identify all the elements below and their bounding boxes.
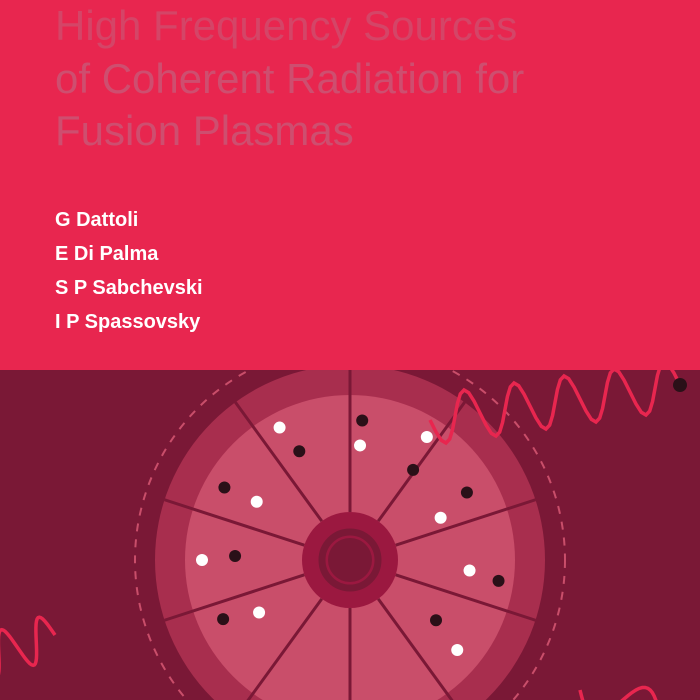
title-line-2: of Coherent Radiation for <box>55 53 645 106</box>
title-line-1: High Frequency Sources <box>55 0 645 53</box>
title-line-3: Fusion Plasmas <box>55 105 645 158</box>
author-1: G Dattoli <box>55 203 645 237</box>
cover-top-panel: High Frequency Sources of Coherent Radia… <box>0 0 700 370</box>
author-list: G Dattoli E Di Palma S P Sabchevski I P … <box>55 203 645 339</box>
circular-diagram <box>0 370 700 700</box>
author-2: E Di Palma <box>55 237 645 271</box>
author-4: I P Spassovsky <box>55 305 645 339</box>
cover-bottom-panel <box>0 370 700 700</box>
author-3: S P Sabchevski <box>55 271 645 305</box>
book-title: High Frequency Sources of Coherent Radia… <box>55 0 645 158</box>
